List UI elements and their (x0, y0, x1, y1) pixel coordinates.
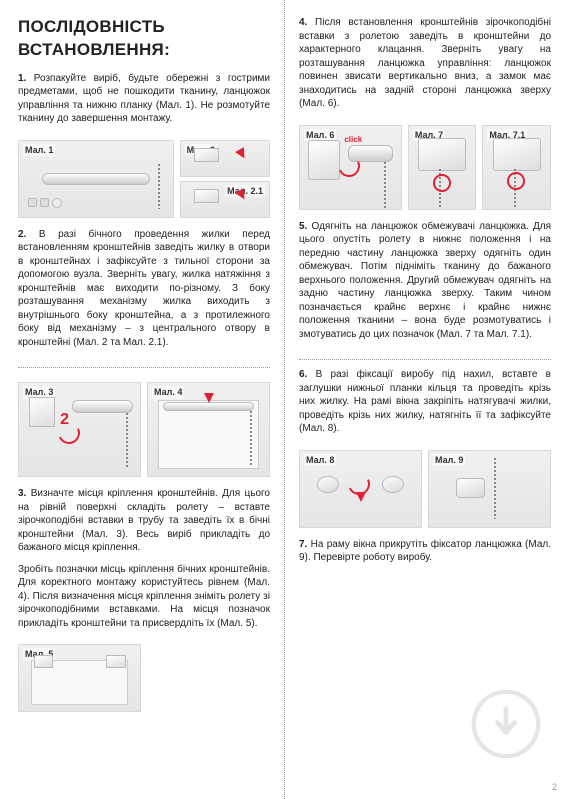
page-number: 2 (552, 781, 557, 793)
fig-7: Мал. 7 (408, 125, 477, 210)
fig-8-label: Мал. 8 (304, 454, 336, 466)
fig-6-label: Мал. 6 (304, 129, 336, 141)
click-label: click (344, 135, 362, 146)
fig-8: Мал. 8 (299, 450, 422, 528)
divider-left (18, 367, 270, 368)
step-2: 2. В разі бічного проведення жилки перед… (18, 228, 270, 350)
step-6: 6. В разі фіксації виробу під нахил, вст… (299, 368, 551, 436)
fig-1: Мал. 1 (18, 140, 174, 218)
fig-5: Мал. 5 (18, 644, 141, 712)
fig-2: Мал. 2 (180, 140, 270, 177)
fig-row-3-4: Мал. 3 2 Мал. 4 (18, 382, 270, 477)
fig-4: Мал. 4 (147, 382, 270, 477)
step-3b: Зробіть позначки місць кріплення бічних … (18, 563, 270, 631)
fig-21: Мал. 2.1 (180, 181, 270, 218)
fig-71: Мал. 7.1 (482, 125, 551, 210)
divider-right (299, 359, 551, 360)
fig-4-label: Мал. 4 (152, 386, 184, 398)
step-3: 3. Визначте місця кріплення кронштейнів.… (18, 487, 270, 555)
fig-9-label: Мал. 9 (433, 454, 465, 466)
fig-1-label: Мал. 1 (23, 144, 55, 156)
watermark-icon (471, 689, 541, 759)
fig-6: Мал. 6 click (299, 125, 402, 210)
fig-row-6-7: Мал. 6 click Мал. 7 Мал. 7.1 (299, 125, 551, 210)
step-4: 4. Після встановлення кронштейнів зірочк… (299, 16, 551, 111)
step-5: 5. Одягніть на ланцюжок обмежувачі ланцю… (299, 220, 551, 342)
fig-row-1-2: Мал. 1 Мал. 2 Мал. 2.1 (18, 140, 270, 218)
fig-9: Мал. 9 (428, 450, 551, 528)
page-title: ПОСЛІДОВНІСТЬ ВСТАНОВЛЕННЯ: (18, 16, 270, 62)
fig-row-5: Мал. 5 (18, 644, 270, 712)
step-7: 7. На раму вікна прикрутіть фіксатор лан… (299, 538, 551, 565)
step-1: 1. Розпакуйте виріб, будьте обережні з г… (18, 72, 270, 126)
fig-3: Мал. 3 2 (18, 382, 141, 477)
fig-row-8-9: Мал. 8 Мал. 9 (299, 450, 551, 528)
